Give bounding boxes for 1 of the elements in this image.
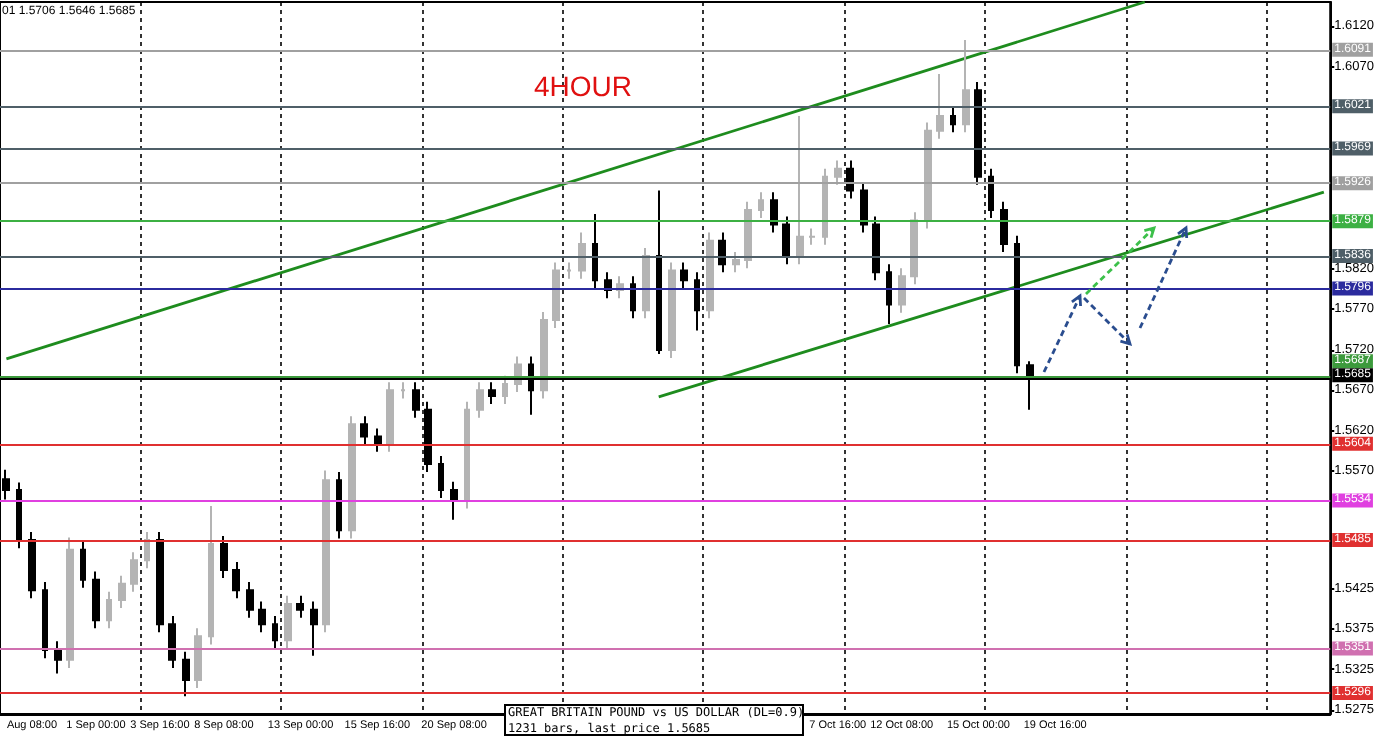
text: 4HOUR	[534, 70, 633, 102]
